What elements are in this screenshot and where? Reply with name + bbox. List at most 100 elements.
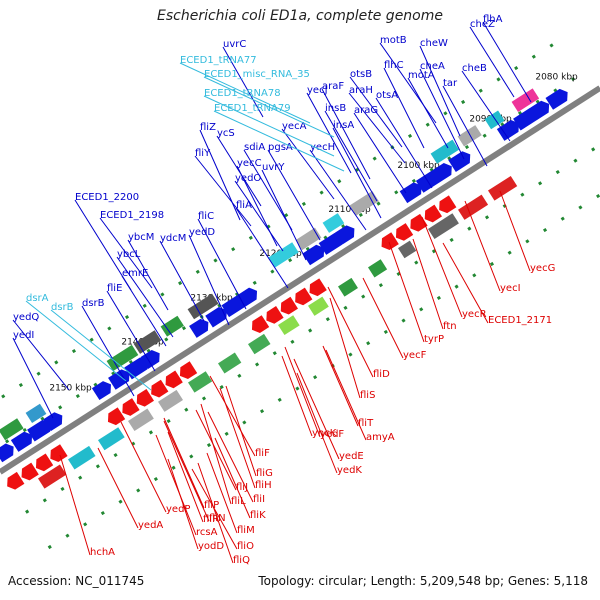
reverse-gene-arrow: [410, 213, 428, 232]
forward-gene-label-leader: [188, 234, 230, 326]
forward-gene-arrow: [448, 151, 471, 172]
forward-gene-label: otsA: [376, 90, 398, 101]
forward-gene-block: [25, 403, 47, 423]
reverse-gene-label-leader: [97, 447, 139, 529]
rna-gene-label-leader: [203, 95, 335, 157]
forward-gene-block: [106, 344, 139, 372]
forward-gene-label: insA: [333, 120, 354, 131]
reverse-gene-label: fliQ: [233, 555, 250, 566]
reverse-gene-label: yodD: [198, 541, 224, 552]
forward-gene-label: yedD: [189, 227, 215, 238]
forward-gene-label-leader: [353, 112, 407, 194]
forward-gene-label: ycS: [217, 128, 235, 139]
reverse-gene-arrow: [295, 287, 313, 306]
forward-gene-label: yecH: [310, 142, 335, 153]
forward-gene-label-leader: [116, 256, 174, 338]
reverse-gene-label-leader: [412, 238, 444, 330]
reverse-gene-label: fliO: [237, 541, 254, 552]
forward-gene-label: yedQ: [13, 312, 39, 323]
rna-gene-label-leader: [179, 62, 311, 124]
forward-gene-block: [133, 330, 162, 354]
reverse-gene-block: [488, 175, 518, 201]
forward-gene-label-leader: [281, 128, 335, 200]
reverse-gene-label: yncK: [312, 428, 337, 439]
forward-gene-label: fliC: [198, 211, 214, 222]
forward-gene-label-leader: [375, 97, 433, 189]
reverse-gene-label: yedE: [339, 451, 364, 462]
reverse-gene-label-leader: [163, 417, 205, 509]
reverse-gene-label: yecR: [462, 309, 487, 320]
reverse-gene-block: [248, 333, 271, 355]
reverse-gene-label-leader: [421, 216, 463, 318]
reverse-gene-arrow: [7, 471, 25, 490]
forward-gene-arrow: [221, 295, 246, 318]
reverse-gene-label: fliT: [358, 418, 374, 429]
reverse-gene-arrow: [266, 306, 284, 324]
forward-gene-arrow: [399, 182, 422, 204]
reverse-gene-label: ftn: [443, 321, 457, 332]
forward-gene-label: araG: [354, 105, 378, 116]
forward-gene-arrow: [205, 307, 227, 328]
reverse-gene-arrow: [395, 223, 414, 241]
chart-title: Escherichia coli ED1a, complete genome: [157, 8, 443, 24]
reverse-gene-label: fliG: [256, 468, 273, 479]
reverse-gene-label-leader: [325, 349, 367, 441]
reverse-gene-label: rcsA: [196, 527, 218, 538]
rna-gene-label-leader: [213, 110, 345, 172]
forward-gene-block: [160, 315, 184, 337]
reverse-gene-block: [278, 315, 300, 336]
reverse-gene-block: [428, 213, 459, 240]
forward-gene-label: sdiA: [244, 142, 265, 153]
reverse-gene-label: fliI: [253, 494, 265, 505]
reverse-gene-label-leader: [281, 355, 313, 437]
forward-gene-label-leader: [261, 169, 307, 261]
forward-gene-block: [511, 88, 540, 112]
reverse-gene-label-leader: [362, 277, 404, 359]
forward-gene-label-leader: [235, 207, 289, 289]
reverse-gene-block: [68, 445, 96, 470]
forward-gene-arrow: [189, 318, 209, 338]
reverse-gene-label-leader: [163, 420, 210, 522]
reverse-gene-arrow: [165, 370, 183, 389]
forward-gene-label: cheA: [420, 61, 445, 72]
reverse-gene-block: [158, 389, 184, 412]
reverse-gene-label-leader: [209, 375, 256, 457]
forward-gene-label: flhC: [384, 60, 404, 71]
reverse-gene-block: [38, 464, 67, 489]
forward-gene-label: yedO: [235, 173, 261, 184]
forward-gene-arrow: [545, 88, 568, 110]
reverse-gene-label: ECED1_2171: [488, 315, 552, 326]
forward-gene-block: [430, 139, 459, 164]
reverse-gene-label: fliS: [360, 390, 375, 401]
rna-gene-label-leader: [203, 76, 335, 138]
forward-gene-block: [457, 125, 482, 147]
reverse-gene-label: fliR: [203, 514, 219, 525]
rna-gene-label: dsrA: [26, 293, 49, 304]
reverse-gene-label: yedA: [138, 520, 163, 531]
forward-gene-label-leader: [234, 180, 284, 252]
forward-gene-label-leader: [306, 92, 352, 174]
reverse-gene-label: yecI: [500, 283, 521, 294]
forward-gene-label: fliZ: [200, 122, 216, 133]
forward-gene-block: [349, 190, 379, 216]
forward-gene-label: dsrB: [82, 298, 105, 309]
rna-gene-label-leader: [25, 300, 127, 382]
reverse-gene-arrow: [309, 278, 327, 297]
forward-gene-block: [187, 293, 219, 320]
reverse-gene-label-leader: [155, 434, 197, 536]
forward-gene-arrow: [43, 412, 63, 432]
reverse-gene-label: fliJ: [236, 482, 248, 493]
forward-gene-label: tar: [443, 78, 458, 89]
forward-gene-arrow: [432, 163, 452, 183]
forward-gene-label: insB: [325, 103, 346, 114]
reverse-gene-arrow: [151, 379, 169, 398]
rna-gene-label: ECED1_tRNA78: [204, 88, 281, 99]
reverse-gene-label-leader: [195, 409, 237, 491]
reverse-gene-label: yedK: [337, 465, 362, 476]
forward-gene-label-leader: [199, 129, 241, 221]
forward-gene-label: ECED1_2200: [75, 192, 139, 203]
rna-gene-label: dsrB: [51, 302, 74, 313]
reverse-gene-label-leader: [296, 372, 338, 474]
forward-gene-label-leader: [197, 218, 247, 310]
